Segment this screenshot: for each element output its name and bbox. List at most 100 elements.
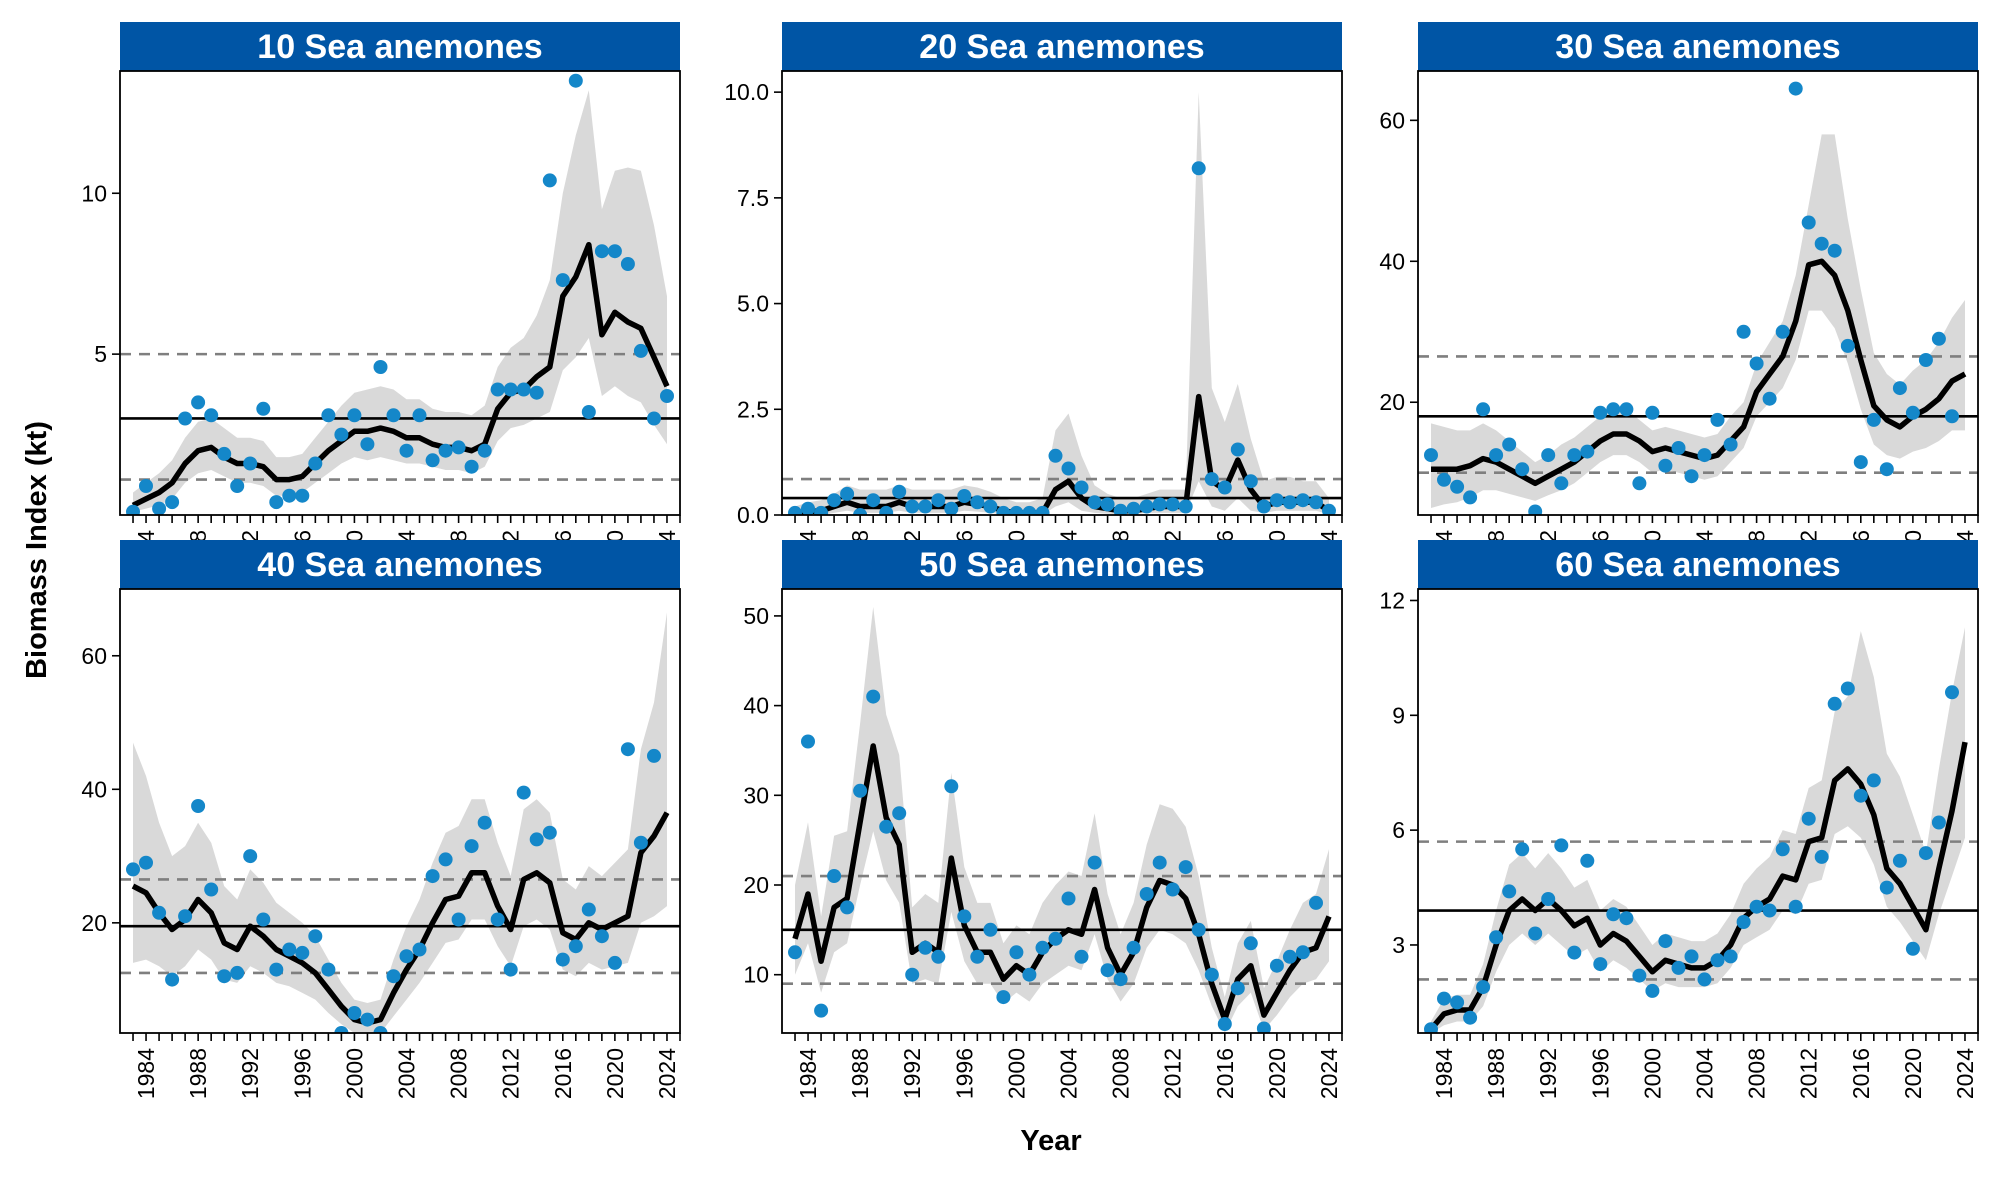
panel-title: 40 Sea anemones [257,546,542,584]
y-tick-label: 40 [81,776,107,802]
data-point [853,783,868,798]
y-tick-label: 5 [94,341,107,367]
data-point [633,835,648,850]
panel-5: 50 Sea anemones 10 20 30 40 50 1984 1988 1992 199… [743,540,1343,1099]
x-tick-label: 2004 [1692,1048,1718,1099]
panel-strip [782,540,1342,589]
data-point [1204,967,1219,982]
data-point [1204,472,1219,487]
panel-strip [1418,22,1978,71]
data-point [1191,161,1206,176]
data-point [1580,853,1595,868]
panel-title: 30 Sea anemones [1555,28,1840,66]
data-point [1100,963,1115,978]
panel-strip [120,22,680,71]
data-point [282,942,297,957]
data-point [243,849,258,864]
data-point [152,501,167,515]
data-point [1632,968,1647,983]
x-tick-label: 1984 [133,1048,159,1099]
panel-title: 10 Sea anemones [257,28,542,66]
y-tick-label: 3 [1392,932,1405,958]
data-point [399,949,414,964]
data-point [1749,899,1764,914]
panels-group: 10 Sea anemones 5 10 1984 1988 1992 1996 2000 20… [81,22,1979,1099]
data-point [1061,461,1076,476]
y-tick-label: 5.0 [737,291,769,317]
data-point [425,869,440,884]
data-point [1217,480,1232,495]
data-point [516,785,531,800]
data-point [594,929,609,944]
data-point [918,940,933,955]
data-point [438,443,453,458]
data-point [555,952,570,967]
x-tick-label: 1996 [951,1048,977,1099]
data-point [1489,930,1504,945]
data-point [126,862,140,877]
data-point [1450,479,1465,494]
confidence-band [133,90,667,512]
panel-1: 10 Sea anemones5101984198819921996200020… [81,22,681,581]
data-point [1009,505,1024,515]
data-point [1256,1021,1271,1033]
data-point [1126,940,1141,955]
data-point [905,499,920,514]
data-point [1269,958,1284,973]
data-point [1230,442,1245,457]
data-point [996,505,1011,515]
data-point [269,495,284,510]
data-point [1424,448,1438,463]
data-point [282,488,297,503]
data-point [438,852,453,867]
data-point [1580,444,1595,459]
data-point [178,411,193,426]
data-point [1437,991,1451,1006]
data-point [1606,402,1621,417]
data-point [412,408,427,423]
data-point [178,909,193,924]
panel-6: 60 Sea anemones 3 6 9 12 1984 1988 1992 1996 2000… [1379,540,1979,1099]
data-point [1710,953,1725,968]
data-point [1736,915,1751,929]
data-point [814,505,829,515]
data-point [1723,437,1738,452]
data-point [477,815,492,830]
data-point [1840,681,1855,696]
data-point [503,962,518,977]
y-tick-label: 10 [743,962,769,988]
data-point [347,408,362,423]
data-point [801,501,815,515]
panel-frame [119,70,681,516]
data-point [1243,474,1258,489]
x-tick-label: 2000 [1003,1048,1029,1099]
data-point [1048,448,1063,463]
data-point [1853,455,1868,470]
data-point [1671,960,1686,975]
data-point [1749,356,1764,371]
x-tick-label: 1988 [847,1048,873,1099]
data-point [1035,940,1050,955]
plot-area [1418,627,1978,1033]
data-point [425,453,440,468]
data-point [1269,493,1284,508]
data-point [1606,907,1621,922]
data-point [1567,945,1582,960]
panel-title: 50 Sea anemones [919,546,1204,584]
data-point [295,488,310,503]
plot-area [1418,81,1978,515]
data-point [1775,842,1790,857]
data-point [490,912,505,927]
panel-strip [782,22,1342,71]
data-point [1113,503,1128,515]
data-point [1528,926,1543,941]
data-point [866,689,881,704]
x-tick-label: 2020 [1264,1048,1290,1099]
data-point [1309,895,1323,910]
data-point [204,408,219,423]
panel-frame [781,70,1343,516]
data-point [1152,855,1167,870]
data-point [944,501,959,515]
data-point [1801,811,1816,826]
data-point [1450,995,1465,1010]
